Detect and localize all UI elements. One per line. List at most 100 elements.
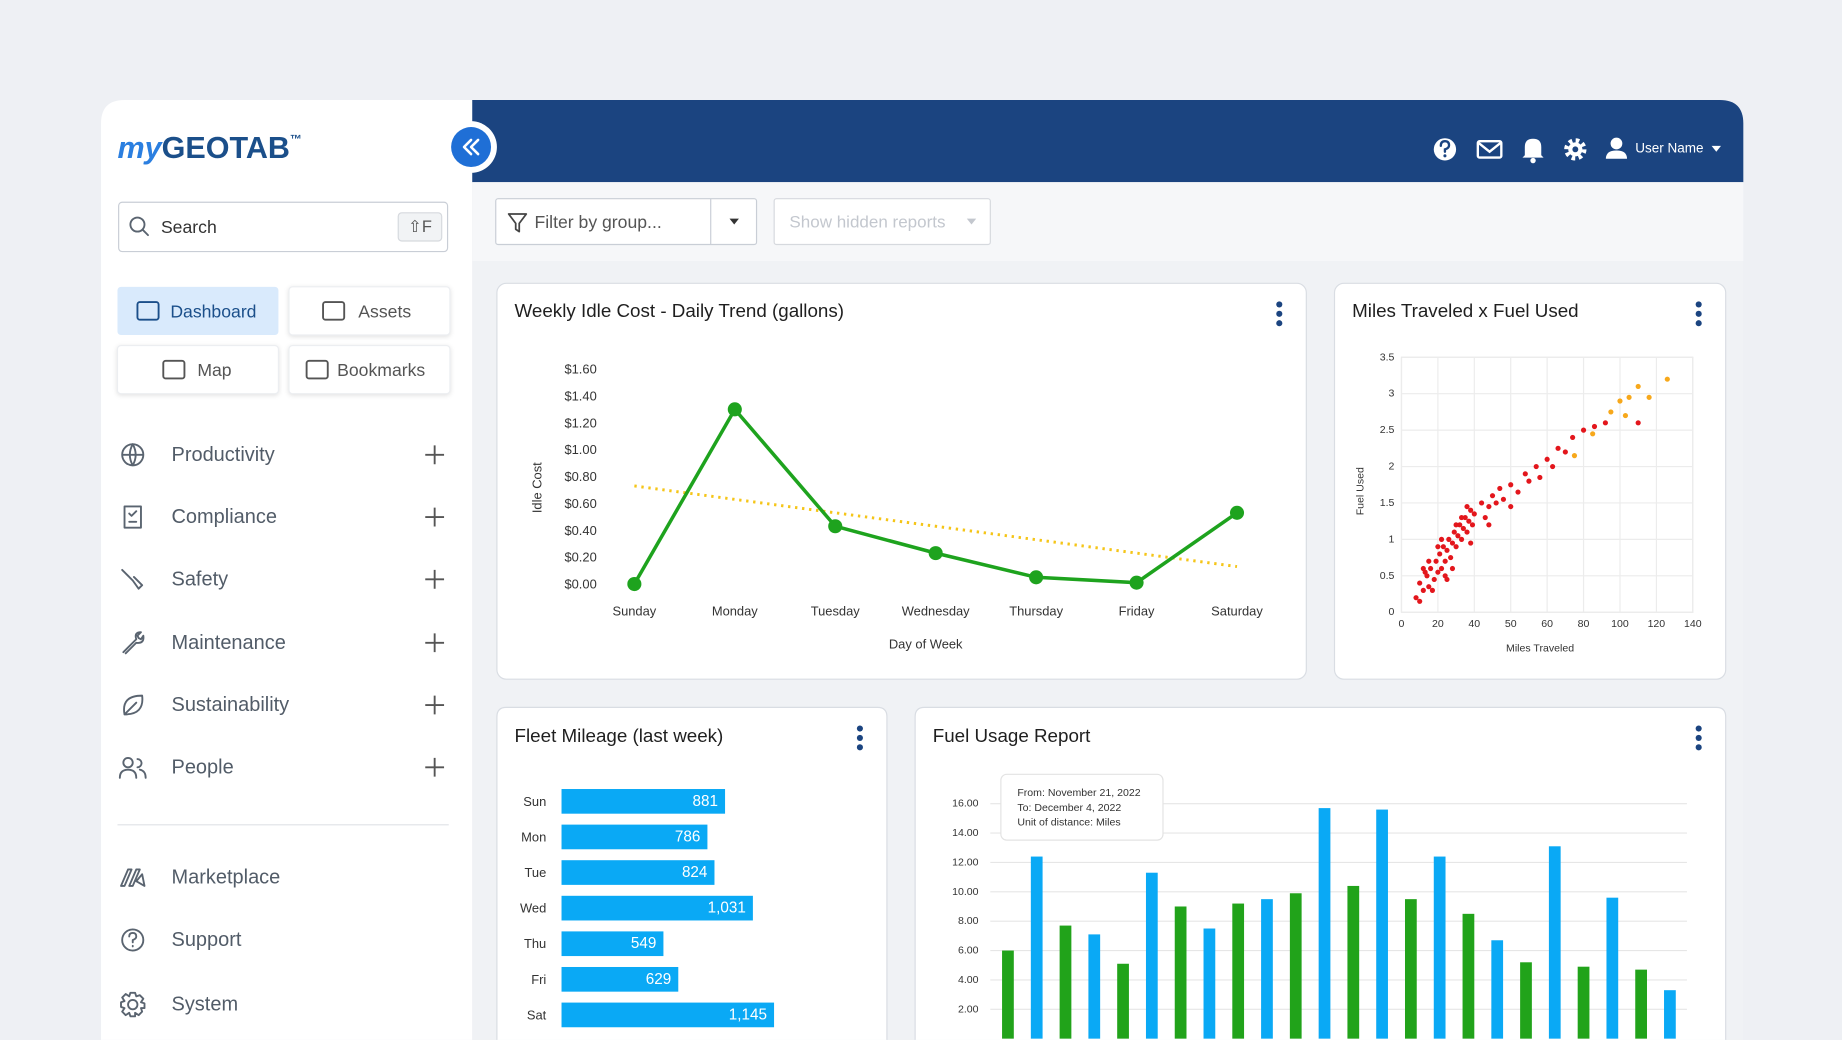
scatter-point [1449, 540, 1456, 546]
mail-icon[interactable] [1476, 139, 1503, 159]
value-label: 1,145 [729, 1006, 767, 1023]
value-label: 881 [693, 793, 718, 810]
quick-link[interactable]: Dashboard [117, 286, 279, 335]
scatter-point [1508, 482, 1514, 488]
scatter-point [1617, 398, 1623, 404]
menu-icon [122, 631, 145, 655]
scatter-point [1426, 558, 1432, 564]
menu-item[interactable]: Productivity [121, 443, 445, 467]
menu-item[interactable]: Sustainability [123, 694, 445, 716]
help-icon[interactable] [1433, 138, 1457, 161]
kebab-dot [1695, 744, 1702, 751]
bar [1232, 903, 1245, 1039]
quick-link[interactable]: Assets [288, 286, 451, 336]
footer-link[interactable]: System [120, 991, 239, 1018]
logo-name: GEOTAB [162, 131, 290, 165]
bar [1635, 969, 1647, 1039]
scatter-point [1453, 544, 1459, 550]
shortcut-frame [397, 212, 443, 242]
scatter-point [1451, 529, 1457, 535]
menu-item[interactable]: Safety [121, 568, 445, 590]
scatter-point [1462, 514, 1468, 521]
x-tick-label: 40 [1468, 618, 1480, 630]
user-body [1605, 150, 1628, 159]
scatter-point [1464, 504, 1470, 510]
quick-link-icon [322, 301, 346, 321]
bar [561, 824, 708, 850]
search-box[interactable]: Search ⇧F [118, 201, 449, 253]
menu-item[interactable]: Maintenance [122, 631, 445, 655]
notifications-icon[interactable] [1522, 138, 1544, 164]
y-tick-label: 8.00 [958, 915, 979, 927]
scatter-point [1469, 522, 1476, 528]
bar [1577, 966, 1590, 1039]
quick-link-icon [162, 359, 186, 380]
quick-link-frame [116, 344, 280, 395]
bar [1289, 893, 1302, 1039]
logo-prefix: my [117, 131, 163, 165]
menu-icon [123, 505, 142, 529]
bar [1376, 809, 1388, 1039]
x-tick-label: 140 [1684, 618, 1702, 630]
scatter-point [1437, 551, 1443, 557]
bar [1318, 808, 1331, 1039]
y-tick-label: 1 [1389, 533, 1395, 545]
line-point [1129, 575, 1144, 590]
scatter-point [1431, 576, 1437, 583]
menu-label: Safety [172, 568, 229, 590]
kebab-dot [1276, 320, 1283, 327]
kebab-dot [1695, 725, 1702, 732]
y-tick-label: $1.00 [564, 442, 596, 457]
y-tick-label: 2.00 [958, 1003, 979, 1015]
y-tick-label: $0.00 [564, 577, 596, 592]
hidden-reports-toggle[interactable]: Show hidden reports [773, 198, 991, 246]
kebab-dot [1276, 301, 1283, 308]
scatter-point [1493, 500, 1499, 506]
x-tick-label: 20 [1432, 618, 1444, 630]
quick-link-label: Bookmarks [337, 360, 425, 380]
quick-link-frame [288, 286, 451, 336]
scatter-point [1533, 463, 1539, 470]
card-menu[interactable] [1695, 725, 1702, 751]
scatter-point [1479, 500, 1485, 506]
footer-icon [120, 991, 146, 1018]
card-menu[interactable] [1695, 301, 1702, 327]
line-point [928, 546, 943, 561]
bar [1491, 940, 1504, 1039]
settings-icon[interactable] [1564, 138, 1587, 161]
quick-link[interactable]: Map [116, 344, 280, 395]
bar [561, 895, 753, 921]
user-menu[interactable]: User Name [1605, 137, 1722, 159]
bar [1462, 913, 1475, 1039]
bar [561, 931, 664, 957]
expand-icon [425, 445, 445, 465]
footer-link[interactable]: Support [121, 928, 242, 952]
scatter-point [1448, 555, 1454, 561]
bar [1203, 928, 1216, 1039]
menu-item[interactable]: Compliance [123, 505, 445, 529]
scatter-point [1562, 449, 1568, 455]
bar [1347, 885, 1360, 1039]
collapse-button[interactable] [445, 121, 497, 173]
user-name: User Name [1635, 141, 1703, 156]
annotation-text: Unit of distance: Miles [1017, 816, 1120, 828]
search-icon-handle [141, 228, 149, 237]
card-menu[interactable] [856, 725, 863, 751]
footer-label: System [172, 994, 239, 1016]
bar [1664, 990, 1676, 1039]
group-filter[interactable]: Filter by group... [495, 198, 758, 246]
x-tick-label: Thursday [1009, 604, 1063, 619]
bell-clapper [1530, 157, 1536, 164]
annotation-text: From: November 21, 2022 [1017, 787, 1140, 799]
quick-link[interactable]: Bookmarks [288, 344, 451, 395]
menu-item[interactable]: People [118, 756, 445, 779]
bar [1433, 856, 1446, 1039]
x-tick-label: Sunday [612, 604, 656, 619]
card-menu[interactable] [1276, 301, 1283, 327]
footer-link[interactable]: Marketplace [120, 867, 280, 889]
expand-icon [425, 633, 445, 653]
user-head [1610, 137, 1623, 150]
y-tick-label: 10.00 [952, 886, 979, 898]
y-tick-label: $0.40 [564, 523, 596, 538]
